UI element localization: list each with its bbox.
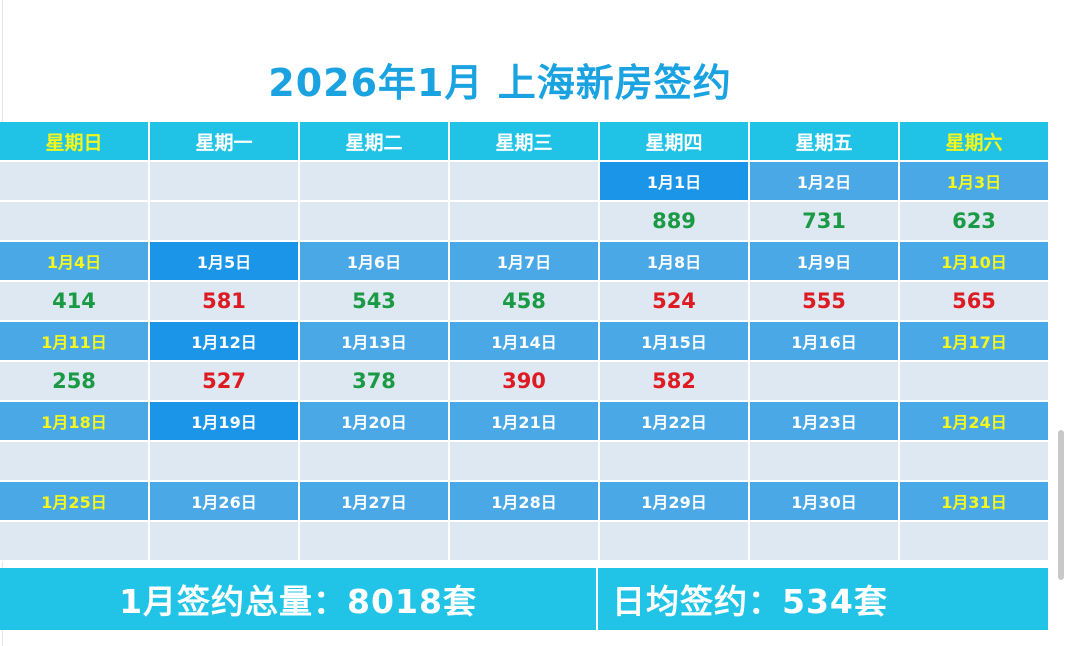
empty-value-cell — [0, 442, 150, 482]
signing-count-cell: 582 — [600, 362, 750, 402]
date-cell: 1月9日 — [750, 242, 900, 282]
date-cell: 1月16日 — [750, 322, 900, 362]
date-cell: 1月12日 — [150, 322, 300, 362]
daily-average-label: 日均签约：534套 — [598, 568, 1048, 630]
date-cell: 1月2日 — [750, 162, 900, 202]
date-row: 1月25日 1月26日 1月27日 1月28日 1月29日 1月30日 1月31日 — [0, 482, 1048, 522]
value-row: 889 731 623 — [0, 202, 1048, 242]
date-row: 1月1日 1月2日 1月3日 — [0, 162, 1048, 202]
empty-value-cell — [300, 442, 450, 482]
empty-date-cell — [0, 162, 150, 202]
empty-value-cell — [450, 522, 600, 562]
date-cell: 1月18日 — [0, 402, 150, 442]
empty-value-cell — [300, 202, 450, 242]
date-row: 1月18日 1月19日 1月20日 1月21日 1月22日 1月23日 1月24日 — [0, 402, 1048, 442]
monthly-total-label: 1月签约总量：8018套 — [0, 568, 598, 630]
scrollbar[interactable] — [1058, 430, 1064, 580]
signing-count-cell: 458 — [450, 282, 600, 322]
empty-value-cell — [150, 442, 300, 482]
signing-count-cell: 258 — [0, 362, 150, 402]
signing-count-cell: 378 — [300, 362, 450, 402]
value-row — [0, 522, 1048, 562]
empty-date-cell — [150, 162, 300, 202]
empty-value-cell — [900, 362, 1048, 402]
date-cell: 1月7日 — [450, 242, 600, 282]
value-row: 414 581 543 458 524 555 565 — [0, 282, 1048, 322]
signing-count-cell: 889 — [600, 202, 750, 242]
value-row — [0, 442, 1048, 482]
date-cell: 1月11日 — [0, 322, 150, 362]
date-cell: 1月1日 — [600, 162, 750, 202]
date-row: 1月4日 1月5日 1月6日 1月7日 1月8日 1月9日 1月10日 — [0, 242, 1048, 282]
date-row: 1月11日 1月12日 1月13日 1月14日 1月15日 1月16日 1月17日 — [0, 322, 1048, 362]
signing-count-cell: 527 — [150, 362, 300, 402]
signing-count-cell: 555 — [750, 282, 900, 322]
empty-date-cell — [450, 162, 600, 202]
empty-value-cell — [300, 522, 450, 562]
date-cell: 1月8日 — [600, 242, 750, 282]
empty-value-cell — [900, 442, 1048, 482]
empty-value-cell — [750, 442, 900, 482]
date-cell: 1月22日 — [600, 402, 750, 442]
weekday-monday: 星期一 — [150, 122, 300, 162]
weekday-sunday: 星期日 — [0, 122, 150, 162]
empty-value-cell — [750, 522, 900, 562]
signing-count-cell: 414 — [0, 282, 150, 322]
weekday-thursday: 星期四 — [600, 122, 750, 162]
signing-count-cell: 731 — [750, 202, 900, 242]
date-cell: 1月4日 — [0, 242, 150, 282]
summary-bar: 1月签约总量：8018套 日均签约：534套 — [0, 568, 1048, 630]
weekday-friday: 星期五 — [750, 122, 900, 162]
date-cell: 1月28日 — [450, 482, 600, 522]
weekday-saturday: 星期六 — [900, 122, 1048, 162]
date-cell: 1月31日 — [900, 482, 1048, 522]
signing-count-cell: 543 — [300, 282, 450, 322]
signing-count-cell: 623 — [900, 202, 1048, 242]
weekday-wednesday: 星期三 — [450, 122, 600, 162]
date-cell: 1月17日 — [900, 322, 1048, 362]
calendar-table: 星期日 星期一 星期二 星期三 星期四 星期五 星期六 1月1日 1月2日 1月3日… — [0, 122, 1048, 562]
empty-value-cell — [450, 202, 600, 242]
date-cell: 1月21日 — [450, 402, 600, 442]
date-cell: 1月23日 — [750, 402, 900, 442]
date-cell: 1月29日 — [600, 482, 750, 522]
empty-value-cell — [450, 442, 600, 482]
date-cell: 1月30日 — [750, 482, 900, 522]
date-cell: 1月6日 — [300, 242, 450, 282]
signing-count-cell: 565 — [900, 282, 1048, 322]
date-cell: 1月19日 — [150, 402, 300, 442]
signing-count-cell: 524 — [600, 282, 750, 322]
empty-value-cell — [0, 202, 150, 242]
date-cell: 1月14日 — [450, 322, 600, 362]
weekday-tuesday: 星期二 — [300, 122, 450, 162]
date-cell: 1月25日 — [0, 482, 150, 522]
date-cell: 1月3日 — [900, 162, 1048, 202]
empty-value-cell — [900, 522, 1048, 562]
signing-count-cell: 390 — [450, 362, 600, 402]
empty-value-cell — [0, 522, 150, 562]
date-cell: 1月26日 — [150, 482, 300, 522]
value-row: 258 527 378 390 582 — [0, 362, 1048, 402]
date-cell: 1月20日 — [300, 402, 450, 442]
page-title: 2026年1月 上海新房签约 — [268, 61, 732, 105]
empty-value-cell — [600, 522, 750, 562]
empty-value-cell — [150, 202, 300, 242]
empty-date-cell — [300, 162, 450, 202]
date-cell: 1月15日 — [600, 322, 750, 362]
empty-value-cell — [750, 362, 900, 402]
weeks-container: 1月1日 1月2日 1月3日 889 731 623 1月4日 1月5日 1月6日 1月7日 1月8… — [0, 162, 1048, 562]
empty-value-cell — [150, 522, 300, 562]
empty-value-cell — [600, 442, 750, 482]
weekday-header-row: 星期日 星期一 星期二 星期三 星期四 星期五 星期六 — [0, 122, 1048, 162]
date-cell: 1月10日 — [900, 242, 1048, 282]
date-cell: 1月24日 — [900, 402, 1048, 442]
date-cell: 1月13日 — [300, 322, 450, 362]
date-cell: 1月5日 — [150, 242, 300, 282]
date-cell: 1月27日 — [300, 482, 450, 522]
signing-count-cell: 581 — [150, 282, 300, 322]
